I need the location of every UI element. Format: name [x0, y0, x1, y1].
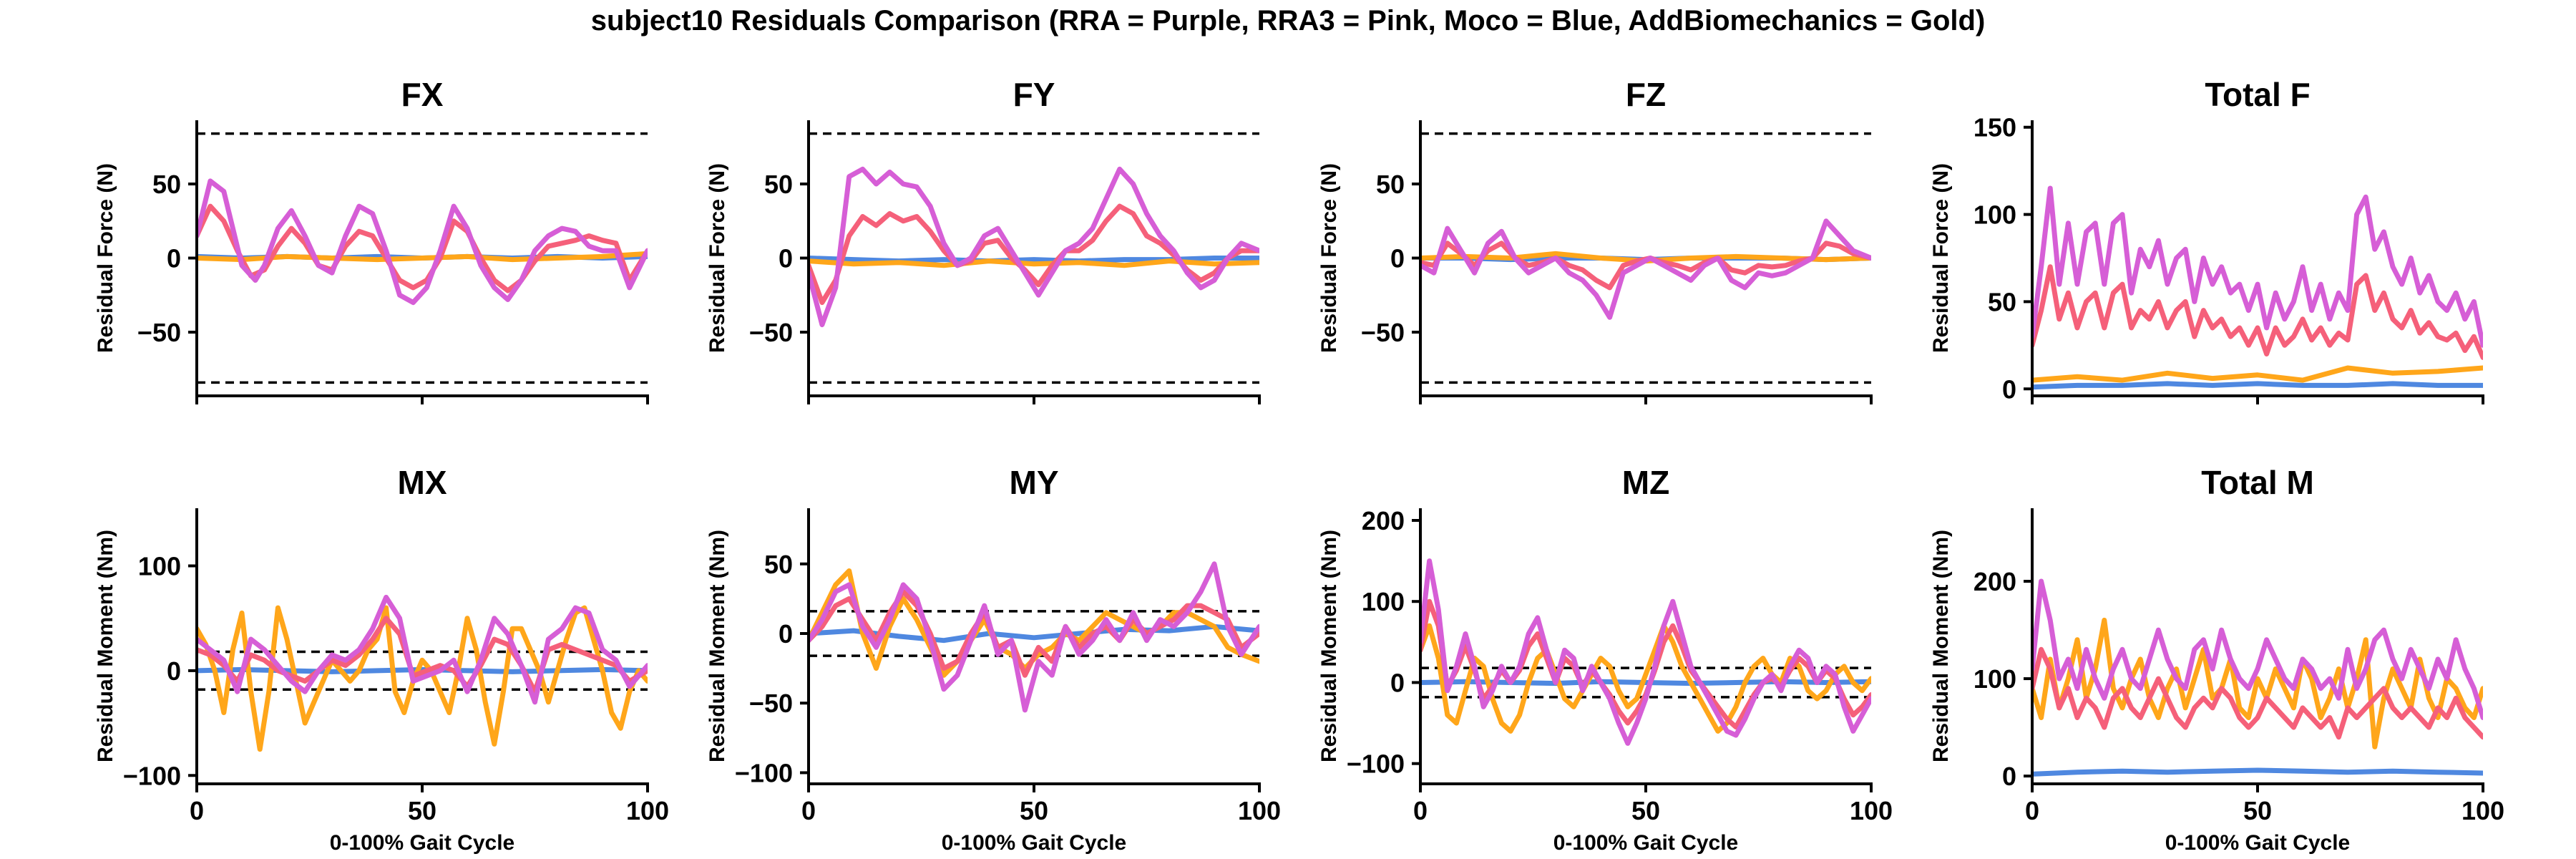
series-line-rra: [1420, 558, 1871, 746]
series-line-addb: [809, 258, 1259, 268]
series-line-moco: [2032, 381, 2483, 390]
x-tick-label: 100: [626, 796, 669, 825]
y-tick-label: 0: [2002, 762, 2016, 791]
series-line-addb: [1420, 623, 1871, 734]
series-line-moco: [2032, 767, 2483, 777]
series-line-addb: [2032, 365, 2483, 383]
panel-4: MX Residual Moment (Nm) −100 0 100 0 50 100 0-10…: [94, 464, 669, 855]
y-tick-label: 150: [1974, 113, 2016, 142]
series-line-rra: [197, 594, 648, 705]
x-tick-label: 50: [1631, 796, 1660, 825]
panel-title: FZ: [1626, 76, 1666, 113]
y-axis-label: Residual Moment (Nm): [1317, 530, 1341, 762]
panel-title: Total F: [2205, 76, 2310, 113]
y-tick-label: 200: [1362, 506, 1405, 535]
y-tick-label: 100: [1974, 200, 2016, 230]
series-group: [197, 594, 648, 752]
y-tick-label: 50: [152, 170, 181, 199]
panel-title: FX: [401, 76, 444, 113]
y-tick-label: −100: [123, 761, 181, 790]
series-line-rra3: [2032, 646, 2483, 740]
y-tick-label: 100: [1362, 587, 1405, 616]
series-group: [197, 178, 648, 306]
panel-6: MZ Residual Moment (Nm)−100 0 100 200 0 50 100 0…: [1317, 464, 1893, 855]
series-line-rra: [809, 561, 1259, 713]
y-tick-label: 50: [764, 170, 793, 199]
panel-7: Total M Residual Moment (Nm) 0 100 200 0 50 100…: [1929, 464, 2504, 855]
panel-2: FZ Residual Force (N) −50 0 50: [1317, 76, 1873, 404]
y-axis-label: Residual Moment (Nm): [1929, 530, 1953, 762]
panel-title: MY: [1010, 464, 1059, 501]
series-group: [1420, 558, 1871, 746]
figure-suptitle: subject10 Residuals Comparison (RRA = Pu…: [591, 5, 1986, 37]
series-line-rra: [197, 178, 648, 306]
series-line-rra3: [1420, 598, 1871, 730]
x-tick-label: 0: [190, 796, 204, 825]
series-group: [1420, 218, 1871, 320]
y-axis-label: Residual Moment (Nm): [94, 530, 117, 762]
series-group: [2032, 578, 2483, 777]
series-line-rra3: [809, 589, 1259, 678]
y-axis-label: Residual Force (N): [1929, 163, 1953, 353]
panel-5: MY Residual Moment (Nm) −100 −50 0 50 0 50 100 0-…: [706, 464, 1281, 855]
y-tick-label: 50: [764, 550, 793, 579]
y-axis-label: Residual Force (N): [94, 163, 117, 353]
y-tick-label: −100: [1347, 749, 1405, 779]
y-tick-label: 50: [1376, 170, 1405, 199]
series-line-rra3: [197, 203, 648, 293]
panel-title: MX: [398, 464, 447, 501]
series-line-rra: [2032, 578, 2483, 720]
x-axis-label: 0-100% Gait Cycle: [330, 831, 514, 855]
x-tick-label: 0: [801, 796, 816, 825]
y-tick-label: −100: [735, 758, 793, 787]
series-group: [809, 166, 1259, 328]
panel-title: FY: [1013, 76, 1055, 113]
x-tick-label: 50: [2243, 796, 2272, 825]
panel-0: FX Residual Force (N) −50 0 50: [94, 76, 649, 404]
y-axis-label: Residual Force (N): [1317, 163, 1341, 353]
x-axis-label: 0-100% Gait Cycle: [942, 831, 1126, 855]
y-tick-label: 100: [1974, 664, 2016, 694]
x-tick-label: 50: [408, 796, 436, 825]
series-line-addb: [2032, 617, 2483, 749]
series-line-rra: [1420, 218, 1871, 320]
x-tick-label: 100: [1238, 796, 1281, 825]
y-tick-label: 0: [1390, 244, 1405, 273]
series-line-rra: [809, 166, 1259, 328]
series-line-rra3: [197, 616, 648, 694]
series-group: [809, 561, 1259, 713]
y-tick-label: 0: [2002, 374, 2016, 404]
y-tick-label: 200: [1974, 567, 2016, 596]
y-axis-label: Residual Moment (Nm): [706, 530, 729, 762]
y-tick-label: −50: [1361, 318, 1405, 347]
x-tick-label: 0: [2025, 796, 2039, 825]
series-group: [2032, 185, 2483, 390]
x-axis-label: 0-100% Gait Cycle: [1553, 831, 1738, 855]
y-tick-label: 0: [167, 244, 181, 273]
panel-1: FY Residual Force (N) −50 0 50: [706, 76, 1261, 404]
y-tick-label: 0: [1390, 668, 1405, 697]
y-tick-label: −50: [749, 689, 793, 718]
y-tick-label: −50: [137, 318, 181, 347]
x-tick-label: 0: [1413, 796, 1428, 825]
y-tick-label: 50: [1988, 287, 2016, 316]
x-tick-label: 100: [2462, 796, 2504, 825]
panel-title: MZ: [1622, 464, 1669, 501]
y-tick-label: 0: [167, 656, 181, 686]
y-tick-label: 0: [779, 244, 793, 273]
x-tick-label: 50: [1020, 796, 1048, 825]
panels: FX Residual Force (N) −50 0 50 FY Residual For…: [94, 76, 2504, 855]
x-tick-label: 100: [1850, 796, 1893, 825]
y-tick-label: 100: [138, 552, 181, 581]
panel-title: Total M: [2201, 464, 2314, 501]
series-line-rra3: [2032, 264, 2483, 360]
y-axis-label: Residual Force (N): [706, 163, 729, 353]
series-line-rra: [2032, 185, 2483, 348]
y-tick-label: 0: [779, 619, 793, 649]
x-axis-label: 0-100% Gait Cycle: [2165, 831, 2350, 855]
panel-3: Total F Residual Force (N) 0 50 100 150: [1929, 76, 2484, 404]
y-tick-label: −50: [749, 318, 793, 347]
